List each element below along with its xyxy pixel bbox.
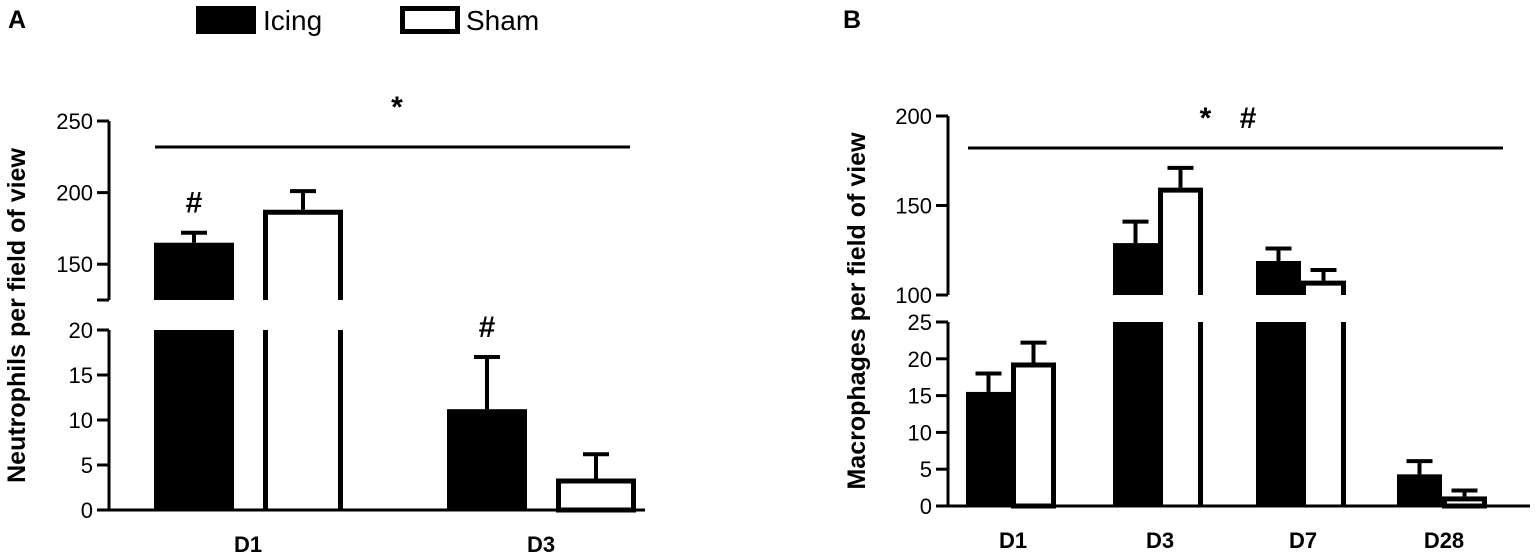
y-tick-label-0: 0	[920, 494, 932, 519]
bar-d1-sham-upper	[263, 209, 343, 300]
bar-d1-sham	[1011, 362, 1056, 509]
bar-d7-sham-lower	[1301, 322, 1346, 506]
bar-d3-icing	[447, 409, 527, 510]
y-tick-label-15: 15	[69, 363, 93, 388]
x-category-d28: D28	[1424, 528, 1464, 553]
x-category-d1: D1	[234, 532, 262, 555]
y-tick-label-150: 150	[895, 194, 932, 219]
y-axis-label: Neutrophils per field of view	[3, 148, 31, 483]
bar-d7-icing-upper	[1256, 260, 1301, 295]
y-axis-label: Macrophages per field of view	[843, 132, 871, 490]
bar-d28-sham	[1442, 496, 1487, 509]
annotation-d3-2: #	[479, 311, 496, 344]
bar-d3-icing-upper	[1113, 243, 1158, 295]
y-tick-label-5: 5	[920, 457, 932, 482]
y-tick-label-15: 15	[908, 384, 932, 409]
y-tick-label-25: 25	[908, 310, 932, 335]
x-category-d3: D3	[1146, 528, 1174, 553]
y-tick-label-150: 150	[56, 252, 93, 277]
legend-label-icing: Icing	[263, 5, 322, 36]
panel-a-neutrophils: A Neutrophils per field of view 0 5 10 15 20 15…	[3, 6, 645, 555]
legend-swatch-icing	[196, 6, 256, 34]
legend-swatch-sham	[400, 6, 460, 34]
panel-b-macrophages: B Macrophages per field of view 0 5 10 15 20 25…	[843, 6, 1530, 553]
legend: Icing Sham	[196, 5, 539, 36]
bar-d1-icing-upper	[154, 242, 234, 300]
bar-d3-sham-upper	[1158, 187, 1203, 295]
y-tick-label-10: 10	[908, 420, 932, 445]
bar-d28-icing	[1397, 474, 1442, 506]
x-category-d1: D1	[999, 528, 1027, 553]
y-tick-label-200: 200	[56, 181, 93, 206]
x-category-d3: D3	[527, 532, 555, 555]
annotation-d1-1: #	[186, 187, 203, 220]
y-tick-label-10: 10	[69, 408, 93, 433]
y-tick-label-250: 250	[56, 109, 93, 134]
y-tick-label-100: 100	[895, 283, 932, 308]
bar-d7-sham-upper	[1301, 280, 1346, 295]
y-tick-label-20: 20	[69, 318, 93, 343]
bar-d1-icing	[966, 391, 1011, 506]
bar-d3-sham-lower	[1158, 322, 1203, 506]
bar-d3-sham	[556, 478, 636, 513]
x-category-d7: D7	[1289, 528, 1317, 553]
y-tick-label-200: 200	[895, 104, 932, 129]
legend-label-sham: Sham	[466, 5, 539, 36]
bar-d1-sham-lower	[263, 330, 343, 510]
y-tick-label-20: 20	[908, 347, 932, 372]
panel-label: B	[843, 6, 861, 34]
y-tick-label-0: 0	[81, 498, 93, 523]
bar-d7-icing-lower	[1256, 322, 1301, 506]
significance-marker: * #	[1200, 102, 1257, 135]
bar-d1-icing-lower	[154, 330, 234, 510]
bar-d3-icing-lower	[1113, 322, 1158, 506]
significance-marker: *	[391, 91, 403, 124]
y-tick-label-5: 5	[81, 453, 93, 478]
panel-label: A	[8, 6, 26, 34]
